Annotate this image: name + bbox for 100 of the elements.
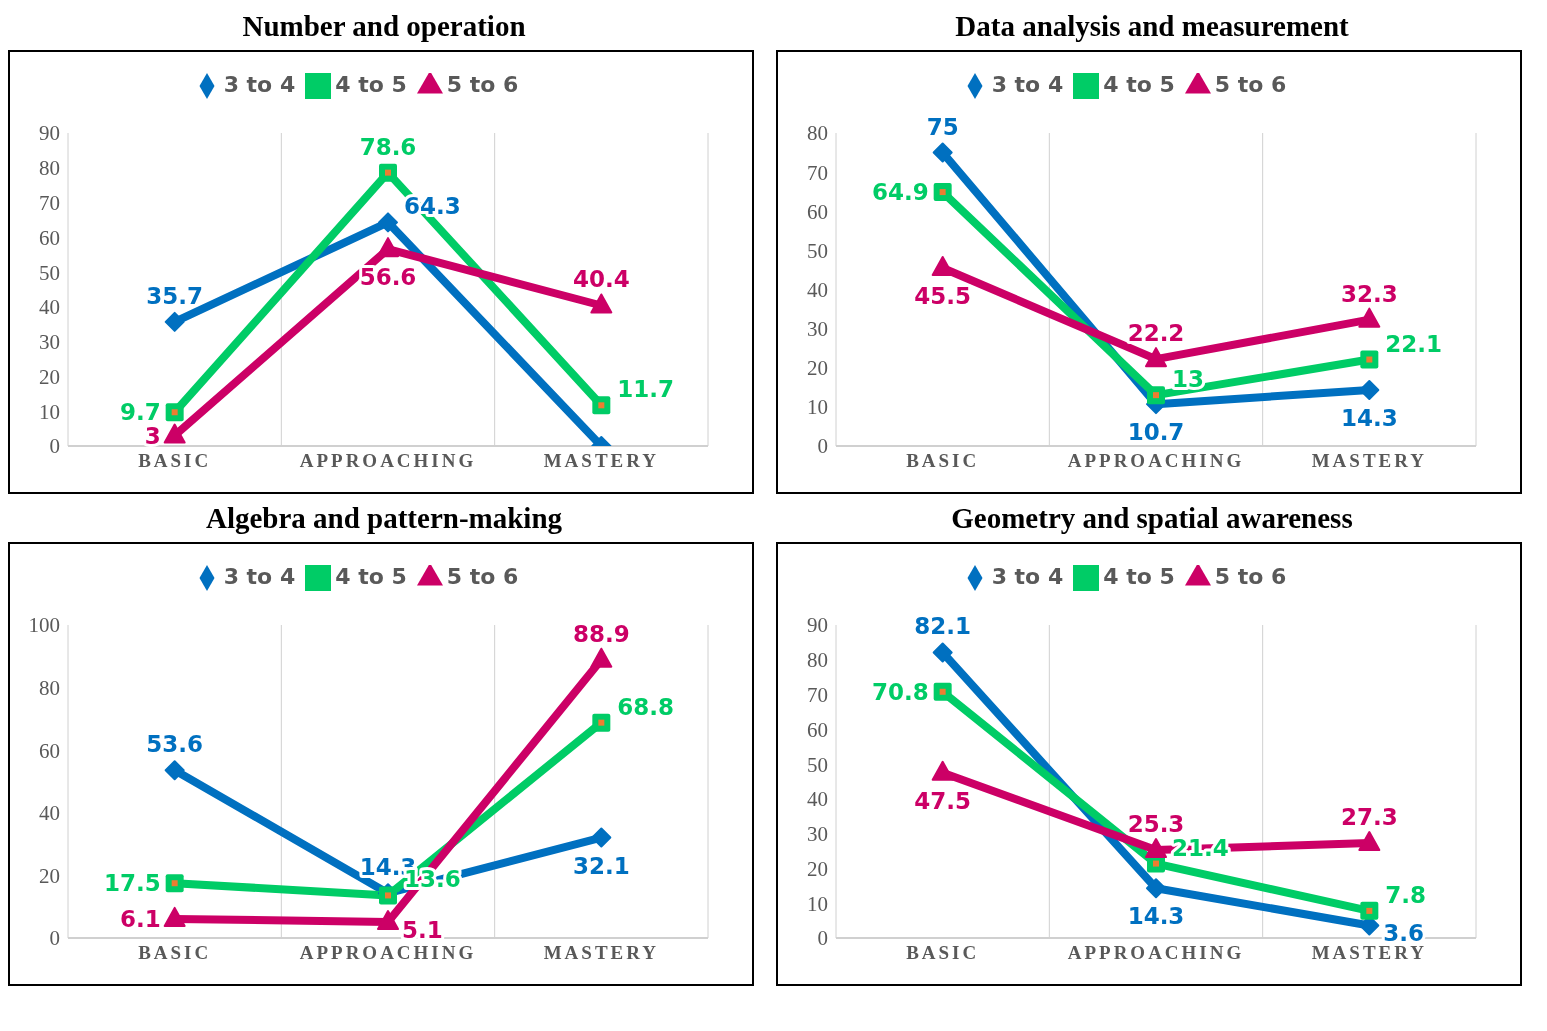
data-label: 17.5 [103, 870, 161, 897]
y-tick-label: 10 [807, 891, 828, 916]
y-tick-label: 90 [807, 613, 828, 638]
legend-label: 5 to 6 [446, 564, 519, 589]
y-tick-label: 80 [807, 121, 828, 146]
legend-label: 5 to 6 [446, 72, 519, 97]
data-label: 47.5 [914, 787, 972, 814]
y-tick-label: 40 [807, 277, 828, 302]
legend-label: 4 to 5 [1103, 564, 1175, 589]
data-label: 35.7 [146, 282, 204, 309]
y-tick-label: 30 [807, 822, 828, 847]
x-tick-label: BASIC [906, 450, 980, 472]
point [590, 647, 613, 668]
data-label: 68.8 [617, 693, 675, 720]
point [377, 910, 399, 931]
legend-label: 4 to 5 [335, 564, 407, 589]
data-label: 45.5 [914, 282, 972, 309]
data-label: 70.8 [871, 678, 929, 705]
x-tick-label: MASTERY [543, 450, 660, 472]
point [1147, 386, 1165, 405]
data-label: 40.4 [572, 266, 630, 293]
y-tick-label: 0 [49, 926, 60, 951]
chart-title: Geometry and spatial awareness [950, 501, 1354, 536]
data-label: 32.1 [572, 852, 630, 879]
point [592, 713, 611, 732]
y-tick-label: 30 [39, 330, 60, 355]
data-label: 32.3 [1340, 280, 1398, 307]
y-tick-label: 70 [807, 160, 828, 185]
data-label: 6.1 [119, 905, 161, 932]
data-label: 22.2 [1127, 320, 1185, 347]
y-tick-label: 20 [39, 863, 60, 888]
x-tick-label: BASIC [138, 450, 212, 472]
data-label: 10.7 [1127, 419, 1185, 446]
y-tick-label: 70 [39, 191, 60, 216]
y-tick-label: 60 [39, 225, 60, 250]
y-tick-label: 40 [39, 295, 60, 320]
point [590, 293, 613, 314]
y-tick-label: 0 [49, 434, 60, 459]
y-tick-label: 20 [39, 364, 60, 389]
point [164, 311, 185, 332]
point [165, 874, 184, 893]
y-tick-label: 100 [28, 613, 60, 638]
x-tick-label: MASTERY [543, 942, 660, 964]
y-tick-label: 40 [39, 801, 60, 826]
point [163, 423, 186, 444]
data-label: 22.1 [1385, 330, 1443, 357]
point [931, 760, 954, 781]
x-tick-label: APPROACHING [1067, 450, 1245, 472]
x-tick-label: BASIC [138, 942, 212, 964]
y-tick-label: 50 [39, 260, 60, 285]
y-tick-label: 20 [807, 856, 828, 881]
y-tick-label: 80 [807, 648, 828, 673]
legend-label: 3 to 4 [223, 564, 296, 589]
data-label: 75 [926, 113, 959, 140]
data-label: 13 [1172, 366, 1205, 393]
data-label: 11.7 [617, 376, 675, 403]
legend-label: 3 to 4 [223, 72, 296, 97]
y-tick-label: 30 [807, 317, 828, 342]
point [1359, 380, 1380, 401]
data-label: 82.1 [914, 613, 972, 640]
legend-label: 5 to 6 [1214, 72, 1287, 97]
y-tick-label: 0 [817, 926, 828, 951]
point [933, 682, 952, 701]
legend-label: 3 to 4 [991, 72, 1064, 97]
y-tick-label: 40 [807, 787, 828, 812]
data-label: 53.6 [146, 731, 204, 758]
y-tick-label: 10 [39, 399, 60, 424]
data-label: 7.8 [1385, 881, 1427, 908]
y-tick-label: 60 [807, 199, 828, 224]
data-label: 88.9 [572, 620, 630, 647]
data-label: 5.1 [402, 917, 443, 944]
point [1358, 831, 1381, 852]
legend-label: 3 to 4 [991, 564, 1064, 589]
x-tick-label: APPROACHING [299, 450, 477, 472]
y-tick-label: 90 [39, 121, 60, 146]
point [378, 212, 398, 233]
point [592, 396, 611, 415]
data-label: 64.9 [871, 179, 929, 206]
point [379, 163, 397, 182]
chart-title: Number and operation [241, 9, 527, 44]
y-tick-label: 80 [39, 676, 60, 701]
x-tick-label: MASTERY [1311, 450, 1428, 472]
point [1146, 878, 1166, 899]
chart-title: Algebra and pattern-making [204, 501, 564, 536]
point [933, 183, 952, 202]
legend-label: 5 to 6 [1214, 564, 1287, 589]
point [932, 142, 953, 163]
point [1360, 901, 1379, 920]
point [932, 642, 953, 663]
legend-label: 4 to 5 [1103, 72, 1175, 97]
data-label: 78.6 [359, 133, 417, 160]
point [164, 760, 185, 781]
x-tick-label: APPROACHING [299, 942, 477, 964]
y-tick-label: 60 [39, 738, 60, 763]
x-tick-label: BASIC [906, 942, 980, 964]
y-tick-label: 50 [807, 238, 828, 263]
data-label: 14.3 [1127, 903, 1185, 930]
y-tick-label: 50 [807, 752, 828, 777]
point [1145, 838, 1167, 859]
chart-title: Data analysis and measurement [954, 9, 1350, 44]
